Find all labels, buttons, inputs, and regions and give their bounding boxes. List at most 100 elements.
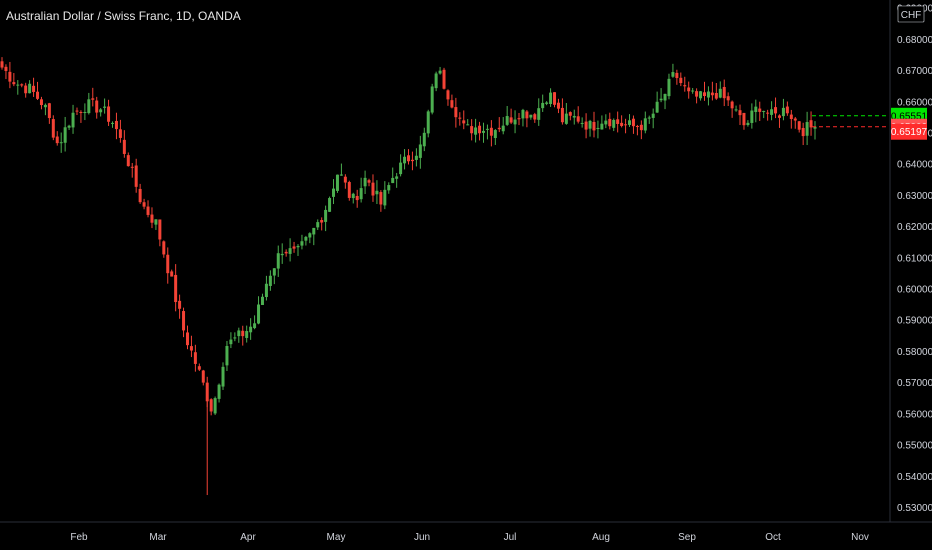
candle-body <box>146 206 150 215</box>
candle-body <box>478 125 482 134</box>
candle-body <box>0 61 4 68</box>
candle-body <box>556 102 560 109</box>
candle-body <box>375 190 379 195</box>
y-tick-label: 0.53000 <box>897 503 932 514</box>
candle-body <box>714 92 718 99</box>
candle-body <box>699 91 703 99</box>
chart-title: Australian Dollar / Swiss Franc, 1D, OAN… <box>6 9 241 23</box>
candle-body <box>702 92 706 97</box>
candle-body <box>36 91 40 99</box>
y-tick-label: 0.67000 <box>897 66 932 77</box>
candle-body <box>564 113 568 124</box>
candle-body <box>525 111 529 119</box>
candle-body <box>332 188 336 197</box>
candle-body <box>517 118 521 120</box>
candle-body <box>111 122 115 124</box>
candle-body <box>292 246 296 249</box>
candle-body <box>371 182 375 196</box>
candle-body <box>174 274 178 303</box>
candle-body <box>79 111 83 113</box>
candle-body <box>213 398 217 414</box>
candle-body <box>114 120 118 130</box>
candle-body <box>39 99 43 106</box>
candle-body <box>635 126 639 128</box>
candle-body <box>813 126 817 129</box>
candle-body <box>197 366 201 370</box>
candle-body <box>671 72 675 77</box>
candle-body <box>225 345 229 366</box>
candle-body <box>185 332 189 346</box>
candle-body <box>355 195 359 201</box>
candle-body <box>347 182 351 198</box>
time-axis[interactable]: Feb Mar Apr May Jun Jul Aug Sep Oct Nov <box>0 521 932 543</box>
candle-body <box>746 122 750 126</box>
candle-body <box>462 120 466 124</box>
candle-body <box>383 189 387 206</box>
candle-body <box>600 123 604 130</box>
y-tick-label: 0.54000 <box>897 472 932 483</box>
candle-body <box>797 121 801 130</box>
y-tick-label: 0.58000 <box>897 347 932 358</box>
candle-body <box>762 110 766 112</box>
y-tick-label: 0.68000 <box>897 35 932 46</box>
candle-body <box>695 91 699 97</box>
candle-body <box>596 127 600 129</box>
candle-body <box>217 384 221 399</box>
candle-body <box>537 108 541 120</box>
candle-body <box>541 102 545 109</box>
candle-body <box>592 121 596 131</box>
y-tick-label: 0.57000 <box>897 378 932 389</box>
candle-body <box>59 142 63 144</box>
candle-body <box>276 253 280 269</box>
candle-body <box>367 180 371 183</box>
candle-body <box>284 251 288 254</box>
candle-body <box>63 127 67 143</box>
candle-body <box>170 271 174 277</box>
candle-body <box>501 125 505 132</box>
candle-body <box>233 337 237 339</box>
candle-body <box>182 311 186 331</box>
candle-body <box>387 185 391 191</box>
candle-body <box>122 139 126 154</box>
candle-body <box>580 122 584 124</box>
candle-body <box>335 174 339 191</box>
candle-body <box>32 85 36 92</box>
candle-body <box>12 82 16 85</box>
candle-body <box>399 162 403 175</box>
x-tick-label: Sep <box>678 532 696 543</box>
price-badge-text: 0.65551 <box>891 111 928 122</box>
candle-body <box>363 177 367 187</box>
y-tick-label: 0.63000 <box>897 191 932 202</box>
candle-body <box>430 86 434 113</box>
candle-body <box>738 110 742 116</box>
candle-body <box>316 222 320 228</box>
candle-body <box>410 159 414 162</box>
candle-body <box>470 126 474 134</box>
candle-body <box>43 104 47 108</box>
candle-body <box>631 118 635 127</box>
candle-body <box>722 86 726 99</box>
candle-body <box>272 268 276 276</box>
candle-body <box>659 98 663 101</box>
candle-body <box>766 112 770 114</box>
candle-body <box>312 227 316 235</box>
candle-body <box>24 85 28 94</box>
candle-body <box>162 241 166 255</box>
candle-body <box>51 119 55 138</box>
candle-body <box>253 323 257 329</box>
candle-body <box>785 106 789 114</box>
candle-body <box>726 96 730 101</box>
price-axis[interactable]: 0.690000.680000.670000.660000.650000.640… <box>889 0 932 522</box>
y-tick-label: 0.62000 <box>897 222 932 233</box>
candle-body <box>324 209 328 222</box>
candle-body <box>734 109 738 111</box>
candle-body <box>553 92 557 105</box>
candle-body <box>497 127 501 130</box>
candle-body <box>679 77 683 84</box>
candle-body <box>426 111 430 134</box>
candle-body <box>793 118 797 121</box>
candle-body <box>576 116 580 122</box>
candle-body <box>560 107 564 123</box>
